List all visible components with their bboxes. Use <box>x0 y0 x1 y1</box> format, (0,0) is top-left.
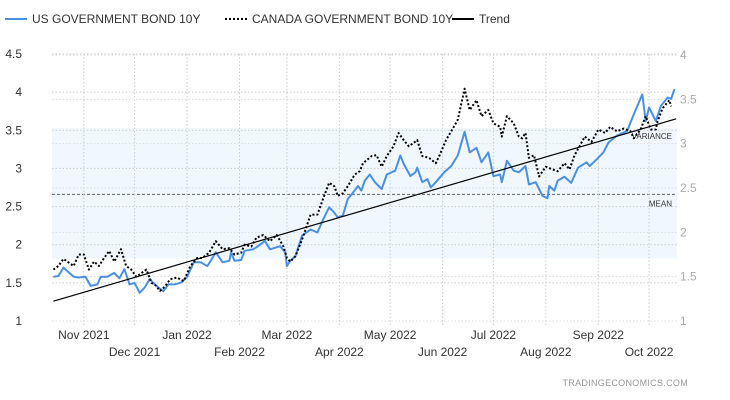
x-axis-tick-label: Oct 2022 <box>625 345 674 359</box>
x-axis-tick-label: Nov 2021 <box>58 328 110 342</box>
left-axis-tick-label: 3.5 <box>5 123 22 137</box>
x-axis-tick-label: Sep 2022 <box>573 328 625 342</box>
x-axis-tick-label: Jan 2022 <box>162 328 212 342</box>
x-axis-tick-label: Apr 2022 <box>315 345 364 359</box>
left-axis-tick-label: 4.5 <box>5 47 22 61</box>
left-axis-tick-label: 1.5 <box>5 276 22 290</box>
x-axis-tick-label: Mar 2022 <box>262 328 313 342</box>
footer-watermark: TRADINGECONOMICS.COM <box>562 378 688 388</box>
variance-label: VARIANCE <box>632 132 672 141</box>
legend: US GOVERNMENT BOND 10Y CANADA GOVERNMENT … <box>5 12 510 26</box>
right-axis-tick-label: 4 <box>680 48 687 62</box>
right-axis-tick-label: 2 <box>680 225 687 239</box>
x-axis-tick-label: Dec 2021 <box>109 345 161 359</box>
left-axis-tick-label: 4 <box>15 85 22 99</box>
series-line-0 <box>53 88 676 294</box>
mean-label: MEAN <box>649 199 672 208</box>
right-axis-tick-label: 2.5 <box>680 181 697 195</box>
legend-label-1: CANADA GOVERNMENT BOND 10Y <box>252 12 453 26</box>
left-axis-tick-label: 1 <box>15 314 22 328</box>
legend-label-0: US GOVERNMENT BOND 10Y <box>32 12 200 26</box>
legend-label-2: Trend <box>479 12 510 26</box>
left-axis-tick-label: 2.5 <box>5 200 22 214</box>
x-axis-tick-label: Aug 2022 <box>520 345 572 359</box>
x-axis-tick-label: Jul 2022 <box>471 328 517 342</box>
x-axis-tick-label: Feb 2022 <box>214 345 265 359</box>
left-axis-tick-label: 3 <box>15 161 22 175</box>
x-axis-tick-label: May 2022 <box>364 328 417 342</box>
variance-band <box>52 127 677 259</box>
right-axis-tick-label: 3.5 <box>680 92 697 106</box>
series-line-2 <box>53 118 677 302</box>
right-axis-tick-label: 1 <box>680 314 687 328</box>
right-axis-tick-label: 1.5 <box>680 270 697 284</box>
right-axis-tick-label: 3 <box>680 137 687 151</box>
x-axis-tick-label: Jun 2022 <box>418 345 468 359</box>
left-axis-tick-label: 2 <box>15 238 22 252</box>
